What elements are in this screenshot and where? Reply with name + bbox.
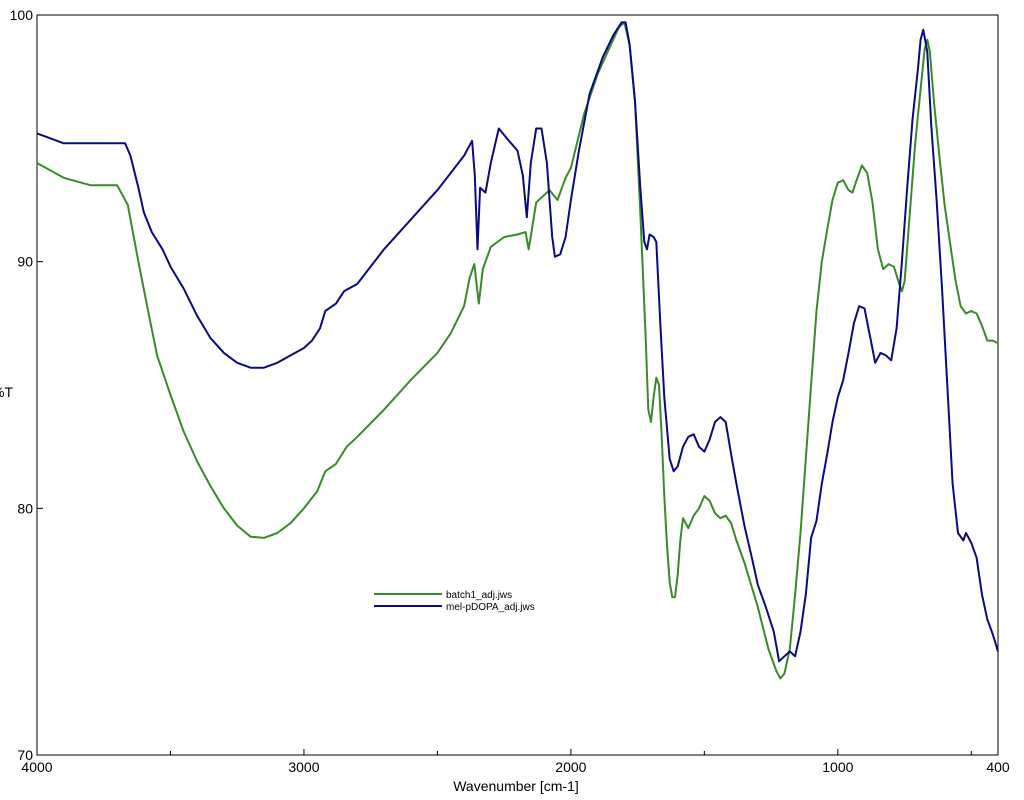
y-tick-label: 70 bbox=[17, 747, 33, 763]
y-axis-title: %T bbox=[0, 384, 13, 400]
legend-label-mel-pdopa: mel-pDOPA_adj.jws bbox=[446, 602, 535, 613]
legend: batch1_adj.jws mel-pDOPA_adj.jws bbox=[374, 590, 535, 613]
plot-area bbox=[36, 14, 999, 756]
legend-label-batch1: batch1_adj.jws bbox=[446, 590, 512, 601]
plot-frame bbox=[36, 14, 999, 756]
series-line-0 bbox=[36, 21, 999, 680]
x-tick-label: 400 bbox=[986, 759, 1010, 775]
x-tick-label: 1000 bbox=[822, 759, 853, 775]
y-tick-label: 90 bbox=[17, 254, 33, 270]
y-tick-label: 80 bbox=[17, 500, 33, 516]
series-group bbox=[36, 21, 999, 680]
x-tick-label: 4000 bbox=[21, 759, 52, 775]
x-tick-label: 2000 bbox=[555, 759, 586, 775]
x-axis-title: Wavenumber [cm-1] bbox=[453, 778, 579, 794]
axes: 4000 3000 2000 1000 400 70 80 90 100 bbox=[10, 7, 1010, 775]
y-tick-label: 100 bbox=[10, 7, 34, 23]
series-line-1 bbox=[36, 21, 999, 663]
x-tick-label: 3000 bbox=[288, 759, 319, 775]
